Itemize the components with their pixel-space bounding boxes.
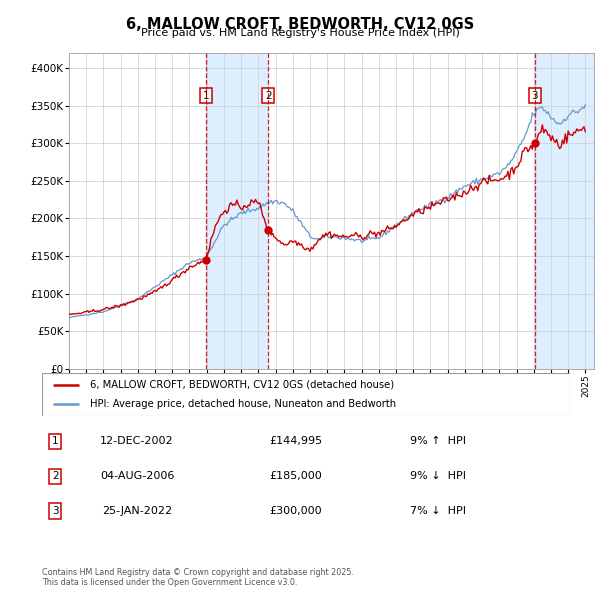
Text: £300,000: £300,000	[269, 506, 322, 516]
Text: 9% ↓  HPI: 9% ↓ HPI	[410, 471, 466, 481]
FancyBboxPatch shape	[42, 373, 570, 416]
Text: 3: 3	[52, 506, 59, 516]
Text: £185,000: £185,000	[269, 471, 322, 481]
Bar	[535, 53, 594, 369]
Text: 04-AUG-2006: 04-AUG-2006	[100, 471, 174, 481]
Text: £144,995: £144,995	[269, 437, 322, 447]
Text: 1: 1	[52, 437, 59, 447]
Text: 6, MALLOW CROFT, BEDWORTH, CV12 0GS (detached house): 6, MALLOW CROFT, BEDWORTH, CV12 0GS (det…	[89, 380, 394, 390]
Text: 9% ↑  HPI: 9% ↑ HPI	[410, 437, 466, 447]
Text: 12-DEC-2002: 12-DEC-2002	[100, 437, 174, 447]
Text: HPI: Average price, detached house, Nuneaton and Bedworth: HPI: Average price, detached house, Nune…	[89, 399, 395, 409]
Text: 3: 3	[532, 91, 538, 101]
Text: Price paid vs. HM Land Registry's House Price Index (HPI): Price paid vs. HM Land Registry's House …	[140, 28, 460, 38]
Text: 2: 2	[265, 91, 272, 101]
Text: 7% ↓  HPI: 7% ↓ HPI	[410, 506, 466, 516]
Text: 2: 2	[52, 471, 59, 481]
Text: Contains HM Land Registry data © Crown copyright and database right 2025.
This d: Contains HM Land Registry data © Crown c…	[42, 568, 354, 587]
Text: 25-JAN-2022: 25-JAN-2022	[102, 506, 172, 516]
Bar	[206, 53, 268, 369]
Text: 6, MALLOW CROFT, BEDWORTH, CV12 0GS: 6, MALLOW CROFT, BEDWORTH, CV12 0GS	[126, 17, 474, 31]
Text: 1: 1	[203, 91, 209, 101]
